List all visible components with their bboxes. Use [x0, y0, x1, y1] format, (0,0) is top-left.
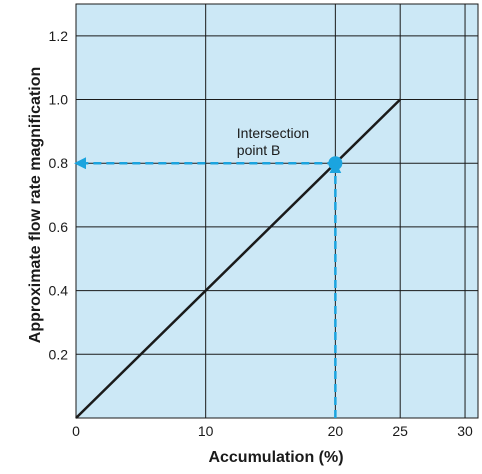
y-tick-label: 0.6 — [49, 219, 69, 235]
series-layer — [75, 98, 402, 419]
intersection-label-line: Intersection — [237, 125, 309, 141]
x-tick-label: 20 — [328, 423, 344, 439]
x-axis-label: Accumulation (%) — [208, 449, 343, 466]
x-tick-labels: 0 10 20 25 30 — [72, 423, 473, 439]
y-tick-label: 0.8 — [49, 155, 69, 171]
y-tick-label: 1.2 — [49, 28, 69, 44]
annotation-layer: Intersection point B — [237, 125, 309, 158]
highlight-layer — [328, 156, 343, 171]
y-tick-labels: 0.2 0.4 0.6 0.8 1.0 1.2 — [49, 28, 69, 362]
x-tick-label: 30 — [457, 423, 473, 439]
intersection-point — [328, 156, 343, 171]
x-tick-label: 0 — [72, 423, 80, 439]
intersection-label-line: point B — [237, 142, 281, 158]
x-tick-label: 25 — [392, 423, 408, 439]
series-line-0 — [75, 98, 402, 419]
plot-background — [75, 3, 479, 419]
grid — [76, 4, 478, 418]
y-tick-label: 0.2 — [49, 346, 69, 362]
y-axis-label: Approximate flow rate magnification — [27, 67, 44, 343]
guide-layer — [74, 157, 342, 418]
intersection-label: Intersection point B — [237, 125, 309, 158]
x-tick-label: 10 — [198, 423, 214, 439]
y-tick-label: 1.0 — [49, 92, 69, 108]
y-tick-label: 0.4 — [49, 283, 69, 299]
